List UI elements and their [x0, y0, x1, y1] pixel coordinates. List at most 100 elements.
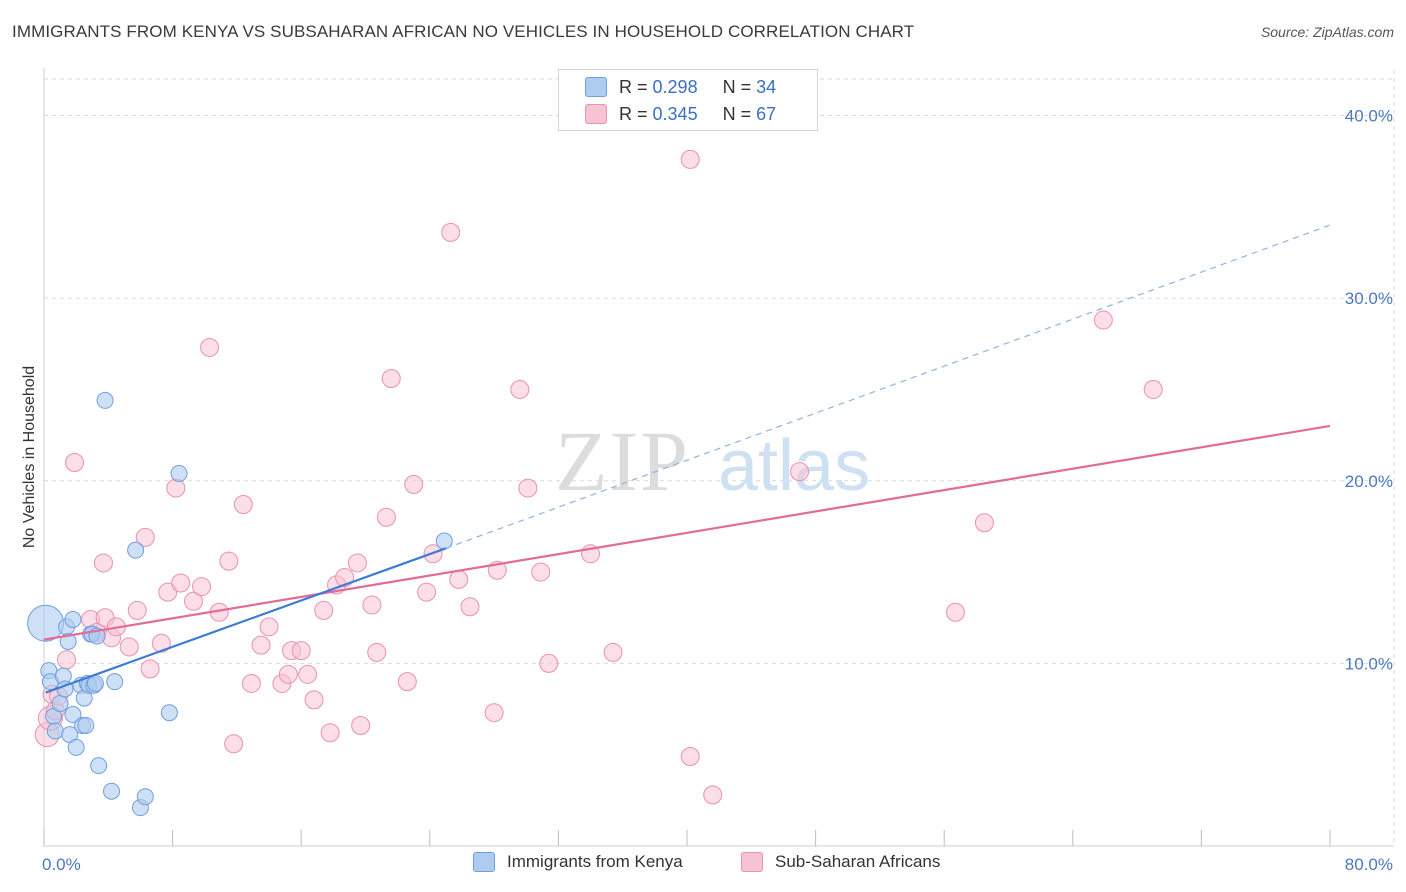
- point-subsaharan: [376, 507, 396, 527]
- point-subsaharan: [790, 462, 810, 482]
- point-subsaharan: [166, 478, 186, 498]
- point-kenya: [77, 716, 95, 734]
- point-subsaharan: [397, 672, 417, 692]
- point-subsaharan: [404, 474, 424, 494]
- point-subsaharan: [680, 747, 700, 767]
- point-subsaharan: [351, 715, 371, 735]
- point-kenya: [127, 541, 145, 559]
- point-subsaharan: [603, 642, 623, 662]
- point-kenya: [160, 704, 178, 722]
- point-subsaharan: [484, 703, 504, 723]
- point-subsaharan: [135, 527, 155, 547]
- legend-r-value-subsaharan: 0.345: [652, 103, 698, 124]
- point-kenya: [64, 611, 82, 629]
- point-subsaharan: [680, 149, 700, 169]
- point-subsaharan: [233, 495, 253, 515]
- legend-item-kenya[interactable]: Immigrants from Kenya: [473, 852, 683, 872]
- source-credit: Source: ZipAtlas.com: [1260, 24, 1394, 40]
- correlation-legend: R = 0.298 N = 34 R = 0.345 N = 67: [558, 69, 818, 131]
- point-subsaharan: [259, 617, 279, 637]
- point-subsaharan: [119, 637, 139, 657]
- watermark: ZIP atlas: [555, 413, 870, 509]
- y-tick-label: 20.0%: [1345, 472, 1393, 491]
- legend-r-label: R =: [619, 76, 648, 97]
- legend-r-label: R =: [619, 103, 648, 124]
- legend-n-label: N =: [722, 103, 752, 124]
- point-subsaharan: [441, 222, 461, 242]
- series-legend: Immigrants from Kenya Sub-Saharan Africa…: [0, 852, 1406, 876]
- trend-lines: [43, 224, 1331, 694]
- trendline-subsaharan: [43, 424, 1331, 641]
- point-subsaharan: [65, 453, 85, 472]
- point-kenya: [67, 738, 85, 756]
- point-kenya: [59, 632, 77, 650]
- point-subsaharan: [219, 551, 239, 571]
- point-kenya: [136, 788, 154, 806]
- chart-title: IMMIGRANTS FROM KENYA VS SUBSAHARAN AFRI…: [12, 22, 915, 41]
- series-kenya-points: [27, 391, 453, 817]
- point-subsaharan: [367, 642, 387, 662]
- legend-n-label: N =: [722, 76, 752, 97]
- legend-swatch-subsaharan-bottom: [741, 852, 763, 872]
- point-subsaharan: [347, 553, 367, 573]
- point-subsaharan: [460, 597, 480, 617]
- legend-row-subsaharan: R = 0.345 N = 67: [585, 102, 776, 126]
- point-kenya: [90, 757, 108, 775]
- legend-swatch-kenya: [585, 77, 607, 97]
- point-subsaharan: [298, 664, 318, 684]
- legend-item-subsaharan[interactable]: Sub-Saharan Africans: [741, 852, 940, 872]
- point-subsaharan: [1143, 379, 1163, 399]
- point-subsaharan: [945, 602, 965, 622]
- point-subsaharan: [381, 368, 401, 388]
- trendline-kenya-extension: [445, 224, 1331, 549]
- point-kenya: [106, 673, 124, 691]
- point-subsaharan: [93, 553, 113, 573]
- point-subsaharan: [510, 379, 530, 399]
- point-subsaharan: [314, 600, 334, 620]
- watermark-zip: ZIP: [555, 413, 690, 509]
- point-subsaharan: [140, 659, 160, 679]
- legend-label-kenya: Immigrants from Kenya: [507, 852, 683, 871]
- y-axis-label: No Vehicles in Household: [21, 366, 38, 548]
- point-kenya: [46, 722, 64, 740]
- point-kenya: [64, 706, 82, 724]
- axis-labels: 10.0% 20.0% 30.0% 40.0% 0.0% 80.0% No Vehicles…: [21, 107, 1393, 874]
- point-subsaharan: [291, 641, 311, 661]
- point-kenya: [27, 604, 65, 642]
- legend-row-kenya: R = 0.298 N = 34: [585, 75, 776, 99]
- y-tick-label: 10.0%: [1345, 654, 1393, 673]
- point-subsaharan: [304, 690, 324, 710]
- point-subsaharan: [151, 633, 171, 653]
- point-subsaharan: [278, 664, 298, 684]
- point-subsaharan: [183, 591, 203, 611]
- point-subsaharan: [224, 734, 244, 754]
- point-subsaharan: [171, 573, 191, 593]
- point-subsaharan: [417, 582, 437, 602]
- point-subsaharan: [362, 595, 382, 615]
- point-subsaharan: [251, 635, 271, 655]
- point-kenya: [86, 674, 104, 692]
- legend-swatch-subsaharan: [585, 104, 607, 124]
- point-subsaharan: [57, 650, 77, 670]
- point-kenya: [96, 391, 114, 409]
- point-subsaharan: [158, 582, 178, 602]
- point-subsaharan: [127, 600, 147, 620]
- point-subsaharan: [703, 785, 723, 805]
- point-subsaharan: [320, 723, 340, 743]
- point-subsaharan: [539, 653, 559, 673]
- point-subsaharan: [200, 337, 220, 357]
- x-tick-label-max: 80.0%: [1345, 855, 1393, 874]
- point-kenya: [103, 782, 121, 800]
- legend-n-value-kenya: 34: [756, 76, 777, 97]
- point-subsaharan: [241, 673, 261, 693]
- point-kenya: [51, 695, 69, 713]
- legend-r-value-kenya: 0.298: [652, 76, 698, 97]
- point-subsaharan: [449, 569, 469, 589]
- point-subsaharan: [974, 513, 994, 533]
- series-sub-saharan-points: [34, 149, 1163, 805]
- x-tick-label-min: 0.0%: [42, 855, 81, 874]
- point-kenya: [170, 464, 188, 482]
- y-tick-label: 30.0%: [1345, 289, 1393, 308]
- legend-n-value-subsaharan: 67: [756, 103, 777, 124]
